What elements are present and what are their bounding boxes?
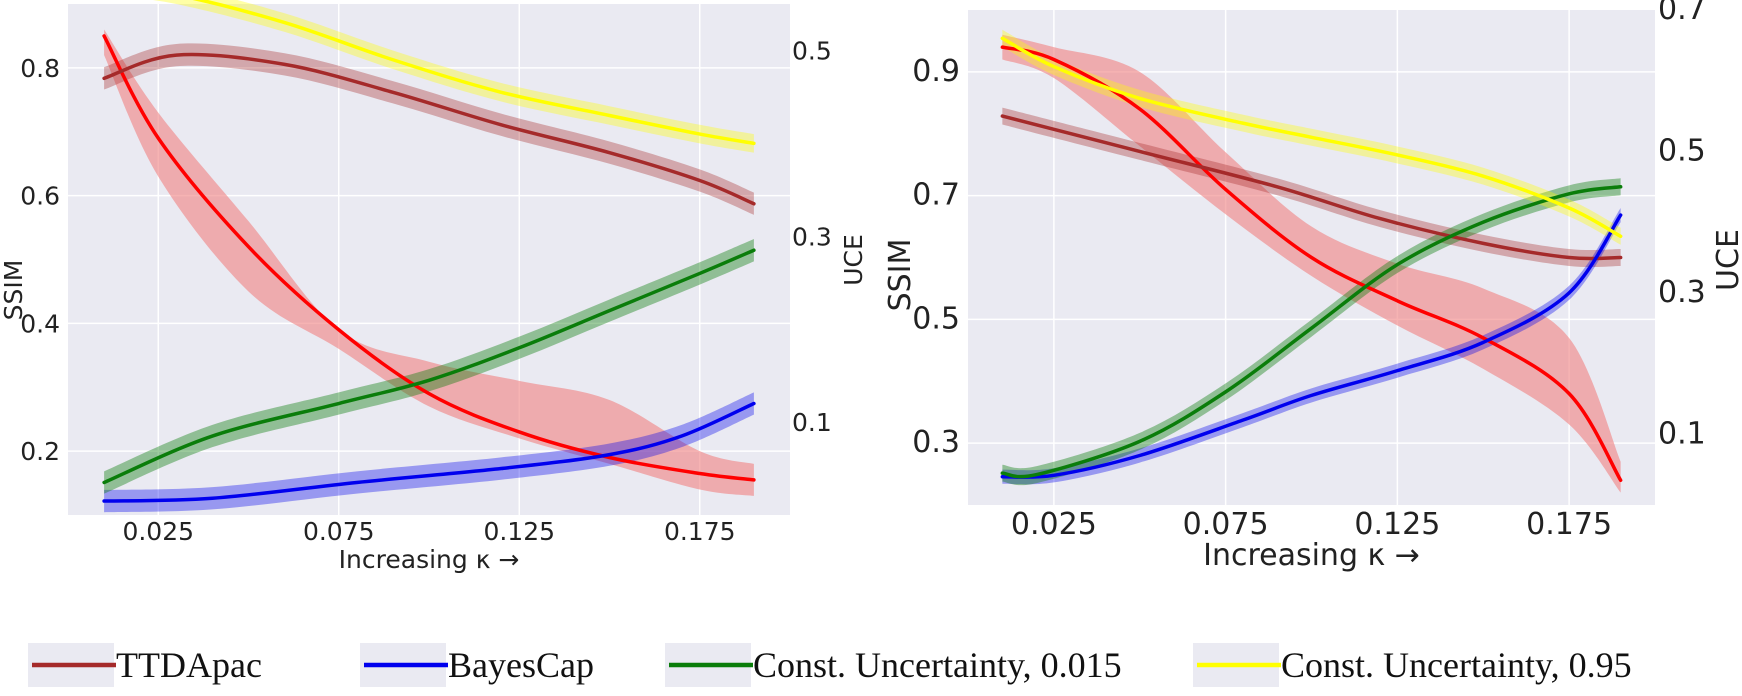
line-const015 — [1000, 185, 1623, 479]
y-right-tick-label: 0.1 — [1658, 416, 1706, 451]
band-ssim — [104, 29, 754, 496]
line-const015 — [102, 248, 756, 485]
x-tick-label: 0.025 — [1011, 507, 1097, 542]
panel-2: 0.025 0.075 0.125 0.175 0.3 0.5 0.7 0.9 0.1 0.3 0.… — [883, 0, 1742, 573]
legend: TTDApac BayesCap Const. Uncertainty, 0.015… — [28, 643, 1632, 687]
legend-label-ttdapac: TTDApac — [116, 645, 262, 685]
y-left-tick-label: 0.5 — [912, 301, 960, 336]
y-right-axis-label: UCE — [839, 234, 868, 286]
line-const095 — [1000, 36, 1623, 239]
x-tick-label: 0.075 — [303, 517, 375, 546]
y-left-tick-label: 0.4 — [20, 309, 60, 338]
x-tick-label: 0.175 — [1526, 507, 1612, 542]
line-bayescap — [1000, 213, 1623, 479]
y-left-tick-label: 0.7 — [912, 178, 960, 213]
x-tick-label: 0.075 — [1183, 507, 1269, 542]
band-const015 — [104, 239, 754, 494]
y-right-axis-label: UCE — [1711, 229, 1742, 291]
panel-1: 0.025 0.075 0.125 0.175 0.2 0.4 0.6 0.8 0.1 0.3 0.… — [0, 0, 868, 574]
x-tick-label: 0.125 — [483, 517, 555, 546]
y-left-axis-label: SSIM — [0, 260, 28, 321]
lines — [1000, 36, 1623, 482]
y-left-tick-label: 0.8 — [20, 54, 60, 83]
x-axis-label: Increasing κ → — [339, 545, 520, 574]
y-right-tick-label: 0.3 — [792, 222, 832, 251]
lines — [102, 0, 756, 503]
y-right-tick-label: 0.5 — [792, 36, 832, 65]
y-left-tick-label: 0.3 — [912, 425, 960, 460]
x-axis-label: Increasing κ → — [1203, 538, 1420, 573]
legend-label-const015: Const. Uncertainty, 0.015 — [753, 645, 1122, 685]
y-right-tick-label: 0.5 — [1658, 133, 1706, 168]
band-ssim — [1002, 34, 1621, 493]
legend-item-ttdapac: TTDApac — [28, 643, 262, 687]
band-ttdapac — [1002, 107, 1621, 268]
line-ssim — [102, 34, 756, 482]
legend-label-const095: Const. Uncertainty, 0.95 — [1281, 645, 1632, 685]
y-left-tick-label: 0.6 — [20, 182, 60, 211]
y-left-axis-label: SSIM — [883, 239, 918, 312]
x-tick-label: 0.175 — [664, 517, 736, 546]
band-bayescap — [104, 392, 754, 513]
legend-label-bayescap: BayesCap — [448, 645, 594, 685]
line-const095 — [192, 0, 756, 146]
y-left-tick-label: 0.2 — [20, 437, 60, 466]
y-right-tick-label: 0.1 — [792, 408, 832, 437]
line-bayescap — [102, 401, 756, 503]
y-left-tick-label: 0.9 — [912, 54, 960, 89]
plot-area — [68, 4, 790, 515]
line-ssim — [1000, 45, 1623, 482]
x-tick-label: 0.125 — [1354, 507, 1440, 542]
y-right-tick-label: 0.7 — [1658, 0, 1706, 27]
legend-item-bayescap: BayesCap — [360, 643, 594, 687]
legend-item-const095: Const. Uncertainty, 0.95 — [1193, 643, 1632, 687]
band-ttdapac — [104, 43, 754, 215]
band-const015 — [1002, 178, 1621, 486]
line-ttdapac — [102, 52, 756, 206]
x-tick-label: 0.025 — [122, 517, 194, 546]
legend-item-const015: Const. Uncertainty, 0.015 — [665, 643, 1122, 687]
line-ttdapac — [1000, 114, 1623, 261]
y-right-tick-label: 0.3 — [1658, 275, 1706, 310]
